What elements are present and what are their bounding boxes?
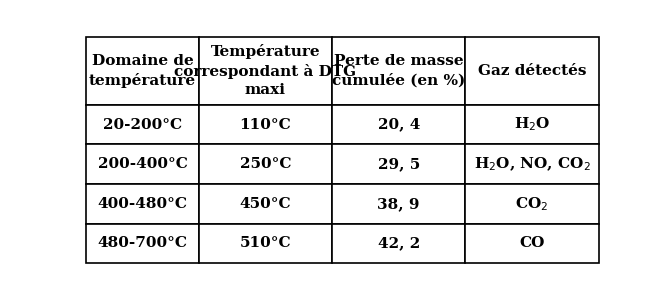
Text: Température
correspondant à DTG
maxi: Température correspondant à DTG maxi <box>174 44 357 97</box>
Bar <box>466 224 599 263</box>
Bar <box>86 37 199 105</box>
Bar <box>332 105 466 144</box>
Text: H$_2$O, NO, CO$_2$: H$_2$O, NO, CO$_2$ <box>474 155 591 173</box>
Text: 42, 2: 42, 2 <box>377 236 420 250</box>
Bar <box>86 144 199 184</box>
Text: 450°C: 450°C <box>240 197 291 211</box>
Bar <box>466 184 599 224</box>
Text: 20-200°C: 20-200°C <box>103 118 182 132</box>
Text: 20, 4: 20, 4 <box>377 118 420 132</box>
Text: 200-400°C: 200-400°C <box>98 157 188 171</box>
Bar <box>86 105 199 144</box>
Text: Gaz détectés: Gaz détectés <box>478 64 587 78</box>
Text: 250°C: 250°C <box>240 157 291 171</box>
Bar <box>199 184 332 224</box>
Bar <box>332 224 466 263</box>
Bar <box>466 37 599 105</box>
Bar <box>466 144 599 184</box>
Bar <box>199 144 332 184</box>
Bar <box>199 37 332 105</box>
Text: CO$_2$: CO$_2$ <box>515 195 548 213</box>
Bar <box>86 224 199 263</box>
Text: 29, 5: 29, 5 <box>377 157 420 171</box>
Bar <box>332 184 466 224</box>
Text: 110°C: 110°C <box>240 118 291 132</box>
Text: H$_2$O: H$_2$O <box>514 116 550 133</box>
Text: 510°C: 510°C <box>240 236 291 250</box>
Text: 480-700°C: 480-700°C <box>98 236 188 250</box>
Bar <box>466 105 599 144</box>
Text: 38, 9: 38, 9 <box>377 197 420 211</box>
Text: CO: CO <box>519 236 544 250</box>
Bar <box>199 224 332 263</box>
Text: 400-480°C: 400-480°C <box>98 197 188 211</box>
Bar <box>332 37 466 105</box>
Bar <box>86 184 199 224</box>
Bar <box>332 144 466 184</box>
Text: Domaine de
température: Domaine de température <box>89 54 196 88</box>
Text: Perte de masse
cumulée (en %): Perte de masse cumulée (en %) <box>332 54 466 87</box>
Bar <box>199 105 332 144</box>
